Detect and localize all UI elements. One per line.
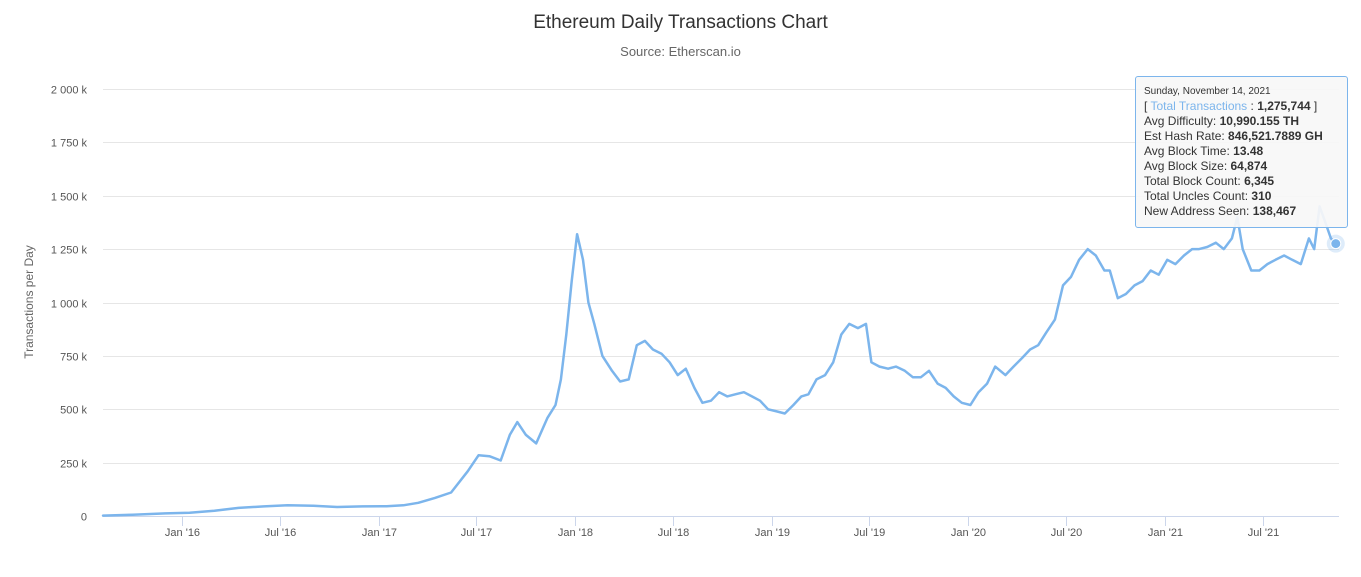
x-tick-label: Jan '17 <box>362 527 397 539</box>
series-layer <box>101 205 1338 517</box>
hover-point <box>1330 238 1342 250</box>
tooltip-row: Avg Block Size: 64,874 <box>1144 159 1339 174</box>
y-tick-label: 1 500 k <box>51 192 88 204</box>
tooltip-date: Sunday, November 14, 2021 <box>1144 86 1271 97</box>
tooltip-row: New Address Seen: 138,467 <box>1144 204 1339 219</box>
y-tick-label: 2 000 k <box>51 85 88 97</box>
tooltip-series-value: 1,275,744 <box>1257 99 1311 113</box>
x-tick-label: Jul '16 <box>265 527 296 539</box>
tooltip-row-label: New Address Seen: <box>1144 204 1253 218</box>
tooltip-row-label: Est Hash Rate: <box>1144 129 1229 143</box>
chart-subtitle: Source: Etherscan.io <box>620 44 741 59</box>
tooltip-row-value: 64,874 <box>1230 159 1268 173</box>
x-tick-label: Jul '21 <box>1248 527 1279 539</box>
tooltip-row-value: 10,990.155 TH <box>1219 114 1299 128</box>
x-tick-label: Jan '19 <box>755 527 790 539</box>
y-tick-label: 750 k <box>60 352 87 364</box>
tooltip-row-label: Avg Block Time: <box>1144 144 1234 158</box>
tooltip-row-value: 846,521.7889 GH <box>1228 129 1323 143</box>
x-tick-label: Jul '19 <box>854 527 885 539</box>
tooltip-row-label: Avg Difficulty: <box>1144 114 1220 128</box>
tooltip-rows: Avg Difficulty: 10,990.155 TH Est Hash Ra… <box>1144 114 1339 219</box>
tooltip-row-label: Avg Block Size: <box>1144 159 1231 173</box>
y-axis-title: Transactions per Day <box>22 245 36 359</box>
chart-title: Ethereum Daily Transactions Chart <box>533 12 828 33</box>
x-tick-label: Jan '16 <box>165 527 200 539</box>
data-tooltip: Sunday, November 14, 2021 [ Total Transa… <box>1135 76 1348 228</box>
tooltip-row: Total Uncles Count: 310 <box>1144 189 1339 204</box>
tooltip-row-label: Total Uncles Count: <box>1144 189 1252 203</box>
tooltip-series-name: Total Transactions <box>1150 99 1248 113</box>
grid-lines <box>103 89 1339 464</box>
x-axis: Jan '16 Jul '16 Jan '17 Jul '17 Jan '18 Jul '… <box>103 516 1339 539</box>
marker-layer <box>1326 234 1345 253</box>
tooltip-series-row: [ Total Transactions : 1,275,744 ] <box>1144 99 1318 113</box>
tooltip-row-value: 138,467 <box>1252 204 1297 218</box>
tooltip-row-label: Total Block Count: <box>1144 174 1245 188</box>
tooltip-row-value: 310 <box>1251 189 1272 203</box>
tooltip-row: Avg Block Time: 13.48 <box>1144 144 1339 159</box>
y-tick-label: 1 000 k <box>51 299 88 311</box>
x-tick-label: Jul '18 <box>658 527 689 539</box>
tooltip-row-value: 13.48 <box>1233 144 1264 158</box>
y-axis: 0 250 k 500 k 750 k 1 000 k 1 250 k 1 500 k 1 7… <box>51 85 88 524</box>
tooltip-row: Total Block Count: 6,345 <box>1144 174 1339 189</box>
x-tick-label: Jul '17 <box>461 527 492 539</box>
x-tick-label: Jan '21 <box>1148 527 1183 539</box>
series-line <box>101 205 1338 517</box>
x-tick-label: Jan '20 <box>951 527 986 539</box>
y-tick-label: 0 <box>81 512 87 524</box>
y-tick-label: 250 k <box>60 459 87 471</box>
x-tick-label: Jan '18 <box>558 527 593 539</box>
tooltip-row-value: 6,345 <box>1244 174 1275 188</box>
tooltip-row: Est Hash Rate: 846,521.7889 GH <box>1144 129 1339 144</box>
y-tick-label: 1 250 k <box>51 245 88 257</box>
x-tick-label: Jul '20 <box>1051 527 1082 539</box>
y-tick-label: 500 k <box>60 405 87 417</box>
tooltip-row: Avg Difficulty: 10,990.155 TH <box>1144 114 1339 129</box>
y-tick-label: 1 750 k <box>51 138 88 150</box>
